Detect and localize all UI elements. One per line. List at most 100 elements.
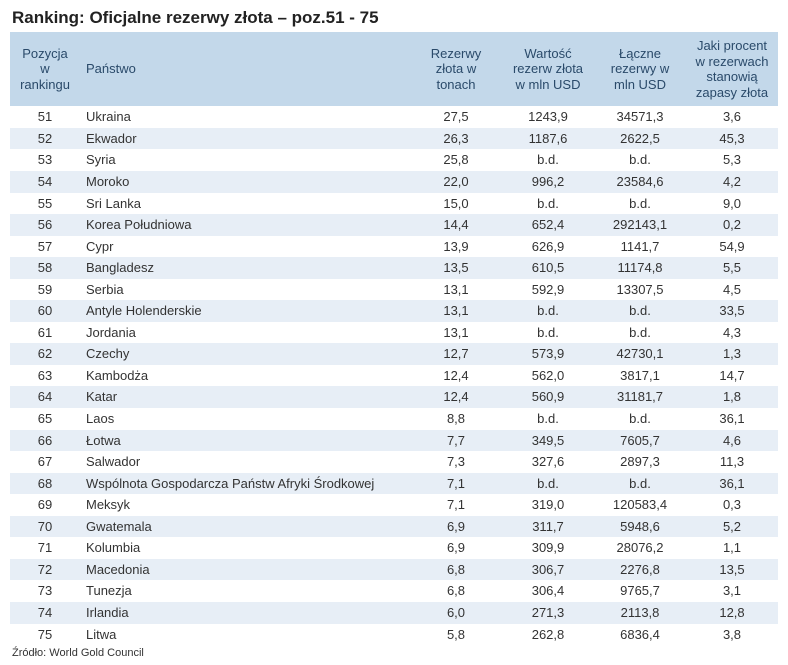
cell-tonnes: 7,1 — [410, 473, 502, 495]
cell-country: Łotwa — [80, 430, 410, 452]
cell-rank: 54 — [10, 171, 80, 193]
cell-rank: 70 — [10, 516, 80, 538]
cell-value-usd: 573,9 — [502, 343, 594, 365]
cell-pct-gold: 0,2 — [686, 214, 778, 236]
cell-pct-gold: 9,0 — [686, 193, 778, 215]
cell-pct-gold: 13,5 — [686, 559, 778, 581]
table-row: 57Cypr13,9626,91141,754,9 — [10, 236, 778, 258]
table-row: 58Bangladesz13,5610,511174,85,5 — [10, 257, 778, 279]
table-row: 66Łotwa7,7349,57605,74,6 — [10, 430, 778, 452]
cell-tonnes: 13,5 — [410, 257, 502, 279]
table-row: 51Ukraina27,51243,934571,33,6 — [10, 106, 778, 128]
cell-total-usd: 9765,7 — [594, 580, 686, 602]
col-header-tonnes: Rezerwy złota w tonach — [410, 32, 502, 106]
table-body: 51Ukraina27,51243,934571,33,652Ekwador26… — [10, 106, 778, 645]
col-header-value-usd: Wartość rezerw złota w mln USD — [502, 32, 594, 106]
cell-country: Antyle Holenderskie — [80, 300, 410, 322]
table-row: 60Antyle Holenderskie13,1b.d.b.d.33,5 — [10, 300, 778, 322]
cell-tonnes: 7,1 — [410, 494, 502, 516]
table-row: 70Gwatemala6,9311,75948,65,2 — [10, 516, 778, 538]
cell-total-usd: 42730,1 — [594, 343, 686, 365]
cell-tonnes: 12,7 — [410, 343, 502, 365]
table-row: 55Sri Lanka15,0b.d.b.d.9,0 — [10, 193, 778, 215]
cell-total-usd: b.d. — [594, 300, 686, 322]
cell-rank: 55 — [10, 193, 80, 215]
cell-rank: 64 — [10, 386, 80, 408]
cell-total-usd: 2276,8 — [594, 559, 686, 581]
cell-pct-gold: 5,2 — [686, 516, 778, 538]
cell-rank: 75 — [10, 624, 80, 646]
cell-rank: 58 — [10, 257, 80, 279]
cell-tonnes: 22,0 — [410, 171, 502, 193]
cell-rank: 52 — [10, 128, 80, 150]
cell-rank: 71 — [10, 537, 80, 559]
cell-rank: 61 — [10, 322, 80, 344]
cell-rank: 74 — [10, 602, 80, 624]
table-row: 72Macedonia6,8306,72276,813,5 — [10, 559, 778, 581]
cell-country: Laos — [80, 408, 410, 430]
cell-pct-gold: 5,3 — [686, 149, 778, 171]
cell-total-usd: 6836,4 — [594, 624, 686, 646]
col-header-pct-gold: Jaki procent w rezerwach stanowią zapasy… — [686, 32, 778, 106]
cell-value-usd: b.d. — [502, 473, 594, 495]
page-title: Ranking: Oficjalne rezerwy złota – poz.5… — [12, 8, 778, 28]
cell-pct-gold: 1,8 — [686, 386, 778, 408]
cell-pct-gold: 4,3 — [686, 322, 778, 344]
cell-value-usd: b.d. — [502, 193, 594, 215]
cell-value-usd: 652,4 — [502, 214, 594, 236]
cell-value-usd: b.d. — [502, 149, 594, 171]
cell-rank: 59 — [10, 279, 80, 301]
cell-total-usd: 13307,5 — [594, 279, 686, 301]
cell-tonnes: 13,9 — [410, 236, 502, 258]
cell-value-usd: b.d. — [502, 300, 594, 322]
cell-country: Wspólnota Gospodarcza Państw Afryki Środ… — [80, 473, 410, 495]
table-row: 64Katar12,4560,931181,71,8 — [10, 386, 778, 408]
cell-tonnes: 6,8 — [410, 559, 502, 581]
cell-rank: 73 — [10, 580, 80, 602]
cell-rank: 68 — [10, 473, 80, 495]
cell-pct-gold: 36,1 — [686, 473, 778, 495]
cell-tonnes: 6,9 — [410, 516, 502, 538]
cell-total-usd: 3817,1 — [594, 365, 686, 387]
cell-pct-gold: 0,3 — [686, 494, 778, 516]
cell-total-usd: 1141,7 — [594, 236, 686, 258]
cell-pct-gold: 33,5 — [686, 300, 778, 322]
gold-reserves-table: Pozycja w rankingu Państwo Rezerwy złota… — [10, 32, 778, 645]
cell-country: Czechy — [80, 343, 410, 365]
cell-country: Ekwador — [80, 128, 410, 150]
cell-total-usd: b.d. — [594, 473, 686, 495]
cell-tonnes: 13,1 — [410, 279, 502, 301]
table-row: 71Kolumbia6,9309,928076,21,1 — [10, 537, 778, 559]
cell-total-usd: b.d. — [594, 322, 686, 344]
cell-total-usd: 2897,3 — [594, 451, 686, 473]
cell-value-usd: 592,9 — [502, 279, 594, 301]
table-row: 52Ekwador26,31187,62622,545,3 — [10, 128, 778, 150]
table-row: 65Laos8,8b.d.b.d.36,1 — [10, 408, 778, 430]
cell-value-usd: b.d. — [502, 408, 594, 430]
cell-pct-gold: 3,6 — [686, 106, 778, 128]
cell-country: Gwatemala — [80, 516, 410, 538]
cell-value-usd: 560,9 — [502, 386, 594, 408]
table-row: 68Wspólnota Gospodarcza Państw Afryki Śr… — [10, 473, 778, 495]
cell-total-usd: 7605,7 — [594, 430, 686, 452]
cell-tonnes: 6,8 — [410, 580, 502, 602]
cell-pct-gold: 12,8 — [686, 602, 778, 624]
report-container: Ranking: Oficjalne rezerwy złota – poz.5… — [0, 0, 788, 665]
cell-rank: 57 — [10, 236, 80, 258]
cell-tonnes: 6,0 — [410, 602, 502, 624]
table-row: 75Litwa5,8262,86836,43,8 — [10, 624, 778, 646]
cell-country: Cypr — [80, 236, 410, 258]
cell-pct-gold: 54,9 — [686, 236, 778, 258]
cell-tonnes: 5,8 — [410, 624, 502, 646]
cell-country: Litwa — [80, 624, 410, 646]
cell-rank: 69 — [10, 494, 80, 516]
cell-rank: 51 — [10, 106, 80, 128]
table-row: 69Meksyk7,1319,0120583,40,3 — [10, 494, 778, 516]
cell-rank: 53 — [10, 149, 80, 171]
source-note: Źródło: World Gold Council — [12, 647, 778, 659]
table-row: 73Tunezja6,8306,49765,73,1 — [10, 580, 778, 602]
col-header-rank: Pozycja w rankingu — [10, 32, 80, 106]
cell-value-usd: 306,7 — [502, 559, 594, 581]
cell-value-usd: 1243,9 — [502, 106, 594, 128]
cell-total-usd: 31181,7 — [594, 386, 686, 408]
